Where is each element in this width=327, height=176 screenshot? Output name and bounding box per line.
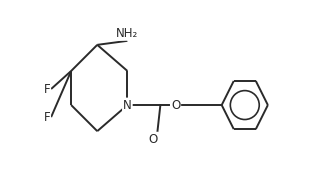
Text: N: N [123,99,132,112]
Text: O: O [149,133,158,146]
Text: F: F [43,111,50,124]
Text: O: O [171,99,180,112]
Text: NH₂: NH₂ [116,27,139,40]
Text: F: F [43,83,50,96]
